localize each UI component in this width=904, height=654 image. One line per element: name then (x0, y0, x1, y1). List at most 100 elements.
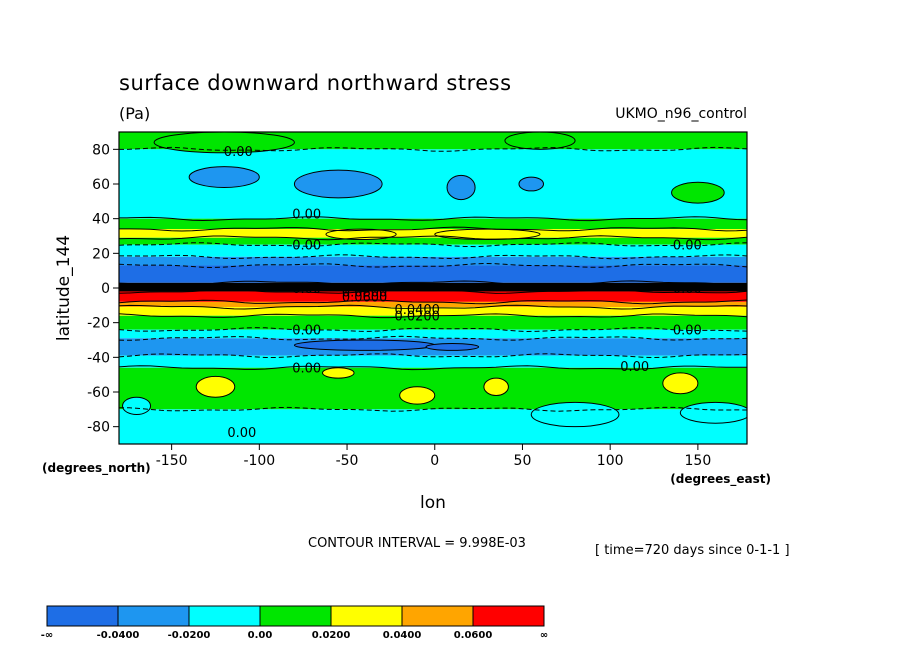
contour-label-9: 0.0200 (394, 310, 440, 325)
contour-line-10 (119, 299, 747, 305)
colorbar-label-1: -0.0400 (97, 630, 140, 641)
contour-label-12: 0.00 (292, 362, 321, 377)
contour-patch-13 (399, 386, 436, 405)
contour-patch-5 (153, 132, 295, 154)
colorbar-label-2: -0.0200 (168, 630, 211, 641)
y-axis-label: latitude_144 (54, 235, 74, 341)
contour-line-4 (119, 235, 747, 241)
contour-patch-11 (195, 375, 236, 398)
y-tick-label-5: -20 (87, 316, 110, 332)
contour-patch-16 (530, 401, 620, 428)
contour-line-2 (119, 216, 747, 222)
colorbar-label-4: 0.0200 (312, 630, 351, 641)
contour-label-13: 0.00 (620, 360, 649, 375)
colorbar-label-7: ∞ (540, 630, 548, 641)
contour-patch-8 (434, 228, 541, 240)
x-axis-ticks: -150 -100 -50 0 50 100 150 (156, 444, 712, 469)
contour-patch-1 (293, 169, 383, 199)
contour-patch-3 (518, 176, 545, 192)
x-tick-label-6: 150 (685, 453, 712, 469)
contour-lines (119, 146, 747, 412)
contour-line-16 (119, 365, 747, 371)
contour-line-3 (119, 226, 747, 232)
y-tick-label-0: 80 (92, 142, 110, 158)
color-band-2 (119, 218, 747, 230)
color-band-13 (119, 329, 747, 339)
contour-patch-0 (188, 166, 260, 188)
contour-label-11: 0.00 (673, 324, 702, 339)
contour-patch-14 (483, 377, 509, 396)
color-band-17 (119, 409, 747, 444)
y-tick-label-2: 40 (92, 212, 110, 228)
contour-line-9 (119, 288, 747, 294)
contour-line-7 (119, 262, 747, 269)
contour-label-4: 0.00 (292, 282, 321, 297)
contour-patch-6 (504, 132, 576, 150)
y-tick-label-6: -40 (87, 350, 110, 366)
contour-label-2: 0.00 (292, 239, 321, 254)
colorbar-label-6: 0.0600 (454, 630, 493, 641)
y-axis-ticks: 80 60 40 20 0 -20 -40 -60 -80 (87, 142, 119, 436)
colorbar-swatch-5 (401, 605, 474, 627)
contour-interval-note: CONTOUR INTERVAL = 9.998E-03 (308, 536, 526, 551)
color-band-7 (119, 265, 747, 283)
contour-patch-12 (321, 367, 355, 379)
x-tick-label-2: -50 (336, 453, 359, 469)
x-tick-label-5: 100 (597, 453, 624, 469)
x-tick-label-0: -150 (156, 453, 188, 469)
colorbar-label-0: -∞ (41, 630, 53, 641)
x-tick-label-4: 50 (514, 453, 532, 469)
y-tick-label-3: 20 (92, 246, 110, 262)
colorbar-label-5: 0.0400 (383, 630, 422, 641)
contour-label-10: 0.00 (292, 324, 321, 339)
y-unit-note: (degrees_north) (42, 461, 151, 476)
dataset-label: UKMO_n96_control (615, 106, 747, 122)
color-bands (119, 132, 747, 444)
contour-line-17 (119, 406, 747, 412)
colorbar-swatch-1 (117, 605, 190, 627)
y-tick-label-4: 0 (101, 281, 110, 297)
colorbar-swatch-3 (259, 605, 332, 627)
contour-label-8: 0.0400 (394, 303, 440, 318)
contour-label-5: 0.00 (673, 282, 702, 297)
contour-patch-9 (293, 339, 436, 351)
color-band-10 (119, 301, 747, 308)
contour-line-6 (119, 254, 747, 260)
colorbar-swatch-2 (188, 605, 261, 627)
contour-label-7: 0.0600 (342, 291, 388, 306)
contour-label-14: 0.00 (227, 426, 256, 441)
contour-patches (122, 132, 747, 428)
color-band-5 (119, 244, 747, 257)
colorbar-swatch-6 (472, 605, 545, 627)
colorbar-swatch-4 (330, 605, 403, 627)
contour-line-12 (119, 313, 747, 319)
color-band-11 (119, 307, 747, 316)
color-band-4 (119, 237, 747, 245)
contour-patch-18 (122, 396, 152, 416)
y-tick-label-7: -60 (87, 385, 110, 401)
contour-line-8 (119, 280, 747, 286)
contour-line-13 (119, 327, 747, 333)
contour-patch-2 (446, 174, 476, 201)
x-axis-label: lon (420, 493, 446, 513)
contour-line-5 (119, 242, 747, 248)
colorbar-label-3: 0.00 (248, 630, 273, 641)
contour-label-1: 0.00 (292, 207, 321, 222)
units-label: (Pa) (119, 104, 150, 123)
time-note: [ time=720 days since 0-1-1 ] (595, 543, 790, 558)
chart-title: surface downward northward stress (119, 71, 512, 95)
y-tick-label-1: 60 (92, 177, 110, 193)
colorbar: -∞ -0.0400 -0.0200 0.00 0.0200 0.0400 0.0600 ∞ (41, 605, 548, 641)
contour-line-15 (119, 353, 747, 359)
x-unit-note: (degrees_east) (670, 472, 771, 487)
contour-patch-15 (662, 372, 699, 395)
contour-label-0: 0.00 (224, 145, 253, 160)
y-tick-label-8: -80 (87, 420, 110, 436)
contour-label-3: 0.00 (673, 239, 702, 254)
color-band-9 (119, 291, 747, 302)
color-band-12 (119, 315, 747, 330)
color-band-6 (119, 256, 747, 266)
contour-patch-17 (679, 401, 747, 424)
